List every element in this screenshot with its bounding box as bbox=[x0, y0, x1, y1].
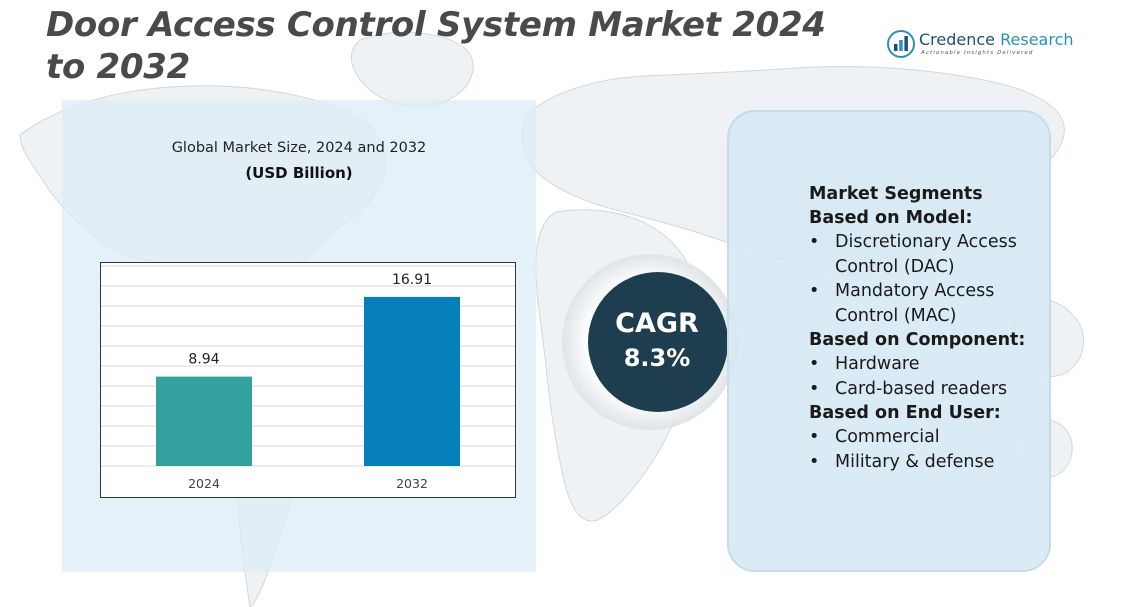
cagr-badge bbox=[562, 254, 738, 430]
logo-name-first: Credence bbox=[919, 30, 996, 49]
segment-group-title: Based on Component: bbox=[809, 330, 1026, 350]
segment-item: • Card-based readers bbox=[809, 377, 1059, 402]
tick-label-2032: 2032 bbox=[396, 476, 428, 491]
segment-item-label: Mandatory Access Control (MAC) bbox=[835, 281, 995, 326]
segment-item: • Commercial bbox=[809, 425, 1059, 450]
segment-item-label: Military & defense bbox=[835, 451, 995, 472]
bullet-icon: • bbox=[809, 378, 820, 399]
segments-panel bbox=[727, 110, 1051, 572]
bar-2032 bbox=[364, 296, 460, 466]
chart-bars bbox=[156, 296, 460, 466]
logo-name-second: Research bbox=[995, 30, 1074, 49]
segment-item: • Military & defense bbox=[809, 450, 1059, 475]
bullet-icon: • bbox=[809, 281, 820, 301]
segment-item-label: Hardware bbox=[835, 354, 920, 374]
segment-group-title: Based on Model: bbox=[809, 208, 973, 228]
value-label-2024: 8.94 bbox=[188, 352, 219, 368]
bullet-icon: • bbox=[809, 427, 820, 447]
segment-item: • Hardware bbox=[809, 352, 1059, 377]
bar-2024 bbox=[156, 376, 252, 466]
logo-tagline: Actionable Insights Delivered bbox=[921, 50, 1034, 56]
bullet-icon: • bbox=[809, 354, 820, 374]
segment-item: • Discretionary Access Control (DAC) bbox=[809, 230, 1059, 279]
value-label-2032: 16.91 bbox=[392, 272, 432, 288]
cagr-label: CAGR bbox=[615, 308, 699, 339]
chart-subtitle: (USD Billion) bbox=[245, 164, 353, 182]
segment-items: • Discretionary Access Control (DAC) • Man… bbox=[809, 230, 1059, 328]
segment-items: • Commercial • Military & defense bbox=[809, 425, 1059, 474]
logo-name: Credence Research bbox=[919, 30, 1074, 49]
credence-research-logo: Credence Research Actionable Insights De… bbox=[887, 28, 1077, 64]
bullet-icon: • bbox=[809, 232, 820, 252]
segment-item: • Mandatory Access Control (MAC) bbox=[809, 279, 1059, 328]
segment-group-title: Based on End User: bbox=[809, 403, 1001, 423]
page-title: Door Access Control System Market 2024 t… bbox=[46, 5, 826, 87]
bar-chart-logo-icon bbox=[887, 30, 915, 58]
chart-labels: 8.94 2024 16.91 2032 bbox=[188, 272, 432, 491]
segment-item-label: Card-based readers bbox=[835, 378, 1008, 399]
segment-item-label: Discretionary Access Control (DAC) bbox=[835, 232, 1017, 277]
bullet-icon: • bbox=[809, 451, 820, 472]
cagr-value: 8.3% bbox=[623, 344, 691, 372]
bar-chart: 8.94 2024 16.91 2032 bbox=[100, 262, 516, 498]
segment-items: • Hardware • Card-based readers bbox=[809, 352, 1059, 401]
chart-title: Global Market Size, 2024 and 2032 bbox=[171, 140, 427, 156]
cagr-circle bbox=[588, 272, 728, 412]
segment-item-label: Commercial bbox=[835, 427, 940, 447]
segments-heading: Market Segments bbox=[809, 184, 983, 204]
tick-label-2024: 2024 bbox=[188, 476, 220, 491]
segments-list: Market Segments Based on Model: • Discret… bbox=[809, 182, 1059, 474]
